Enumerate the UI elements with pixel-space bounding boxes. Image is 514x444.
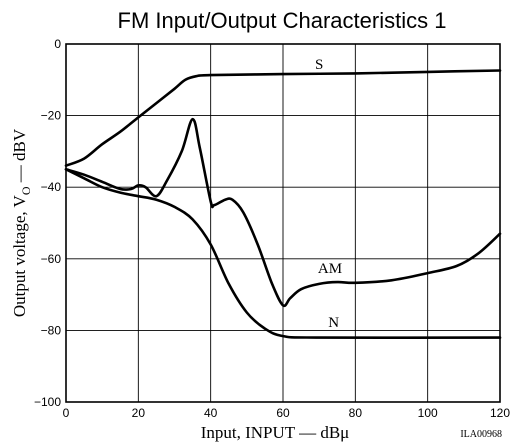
y-axis-label-unit: — dBV (10, 128, 29, 186)
y-tick-label: −80 (41, 323, 62, 337)
chart-title: FM Input/Output Characteristics 1 (118, 8, 447, 33)
y-tick-label: −20 (41, 109, 62, 123)
y-axis-label-main: Output voltage, V (10, 194, 29, 317)
plot-frame (65, 43, 501, 403)
x-tick-label: 120 (490, 406, 510, 420)
series-label-n: N (328, 315, 339, 331)
y-axis-label-subscript: O (19, 186, 33, 195)
series-line-s (64, 69, 502, 167)
series-line-n (64, 168, 502, 339)
series-label-am: AM (318, 261, 342, 277)
y-tick-label: 0 (54, 37, 61, 51)
figure-id: ILA00968 (460, 429, 502, 440)
x-tick-label: 80 (349, 406, 363, 420)
x-axis-label: Input, INPUT — dBμ (201, 423, 350, 442)
y-axis-label: Output voltage, VO — dBV (10, 128, 33, 317)
y-tick-label: −40 (41, 180, 62, 194)
series-label-s: S (315, 57, 323, 73)
x-tick-label: 100 (418, 406, 438, 420)
series-line-am (64, 117, 502, 308)
x-tick-label: 40 (204, 406, 218, 420)
x-tick-label: 20 (132, 406, 146, 420)
y-tick-label: −100 (34, 395, 61, 409)
x-tick-label: 0 (63, 406, 70, 420)
x-tick-label: 60 (276, 406, 290, 420)
y-tick-label: −60 (41, 252, 62, 266)
